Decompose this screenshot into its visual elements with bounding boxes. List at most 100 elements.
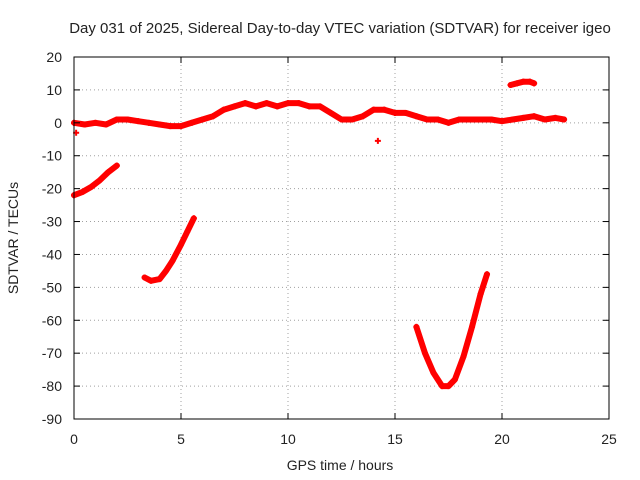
- series-arc-3: [413, 271, 491, 390]
- data-point: [135, 118, 142, 125]
- data-point: [285, 100, 291, 107]
- data-point: [513, 80, 520, 87]
- data-point: [317, 103, 324, 110]
- data-point: [531, 80, 538, 87]
- data-point: [499, 118, 505, 125]
- data-point: [184, 228, 191, 235]
- data-point: [81, 121, 88, 128]
- data-point: [520, 114, 527, 121]
- data-point: [477, 290, 484, 297]
- y-tick-label: -70: [42, 345, 62, 361]
- data-point: [124, 116, 131, 123]
- data-point: [156, 121, 163, 128]
- data-point: [561, 116, 568, 123]
- data-point: [210, 113, 217, 120]
- series-segment-4: [507, 78, 538, 88]
- data-point: [434, 116, 441, 123]
- data-point: [374, 137, 381, 144]
- x-tick-label: 20: [494, 431, 510, 447]
- data-point: [199, 116, 206, 123]
- data-point: [96, 177, 103, 184]
- data-point: [424, 116, 431, 123]
- data-point: [220, 106, 227, 113]
- y-tick-label: -30: [42, 214, 62, 230]
- data-point: [103, 121, 110, 128]
- data-point: [509, 116, 516, 123]
- data-point: [413, 323, 420, 330]
- x-tick-label: 0: [70, 431, 78, 447]
- y-tick-label: 0: [54, 115, 62, 131]
- data-point: [327, 109, 334, 116]
- data-point: [460, 353, 467, 360]
- data-point: [456, 116, 463, 123]
- data-point: [488, 116, 495, 123]
- data-point: [477, 116, 484, 123]
- x-tick-label: 5: [177, 431, 185, 447]
- data-point: [421, 350, 428, 357]
- data-point: [169, 258, 176, 265]
- series-line: [71, 162, 120, 199]
- data-point: [88, 183, 95, 190]
- series-arc-2: [141, 215, 197, 284]
- data-point: [156, 276, 163, 283]
- series-line: [141, 215, 197, 284]
- data-point: [231, 103, 238, 110]
- data-point: [167, 123, 174, 130]
- series-line: [413, 271, 490, 390]
- data-point: [349, 116, 356, 123]
- series-main-trace: [71, 100, 568, 130]
- data-point: [402, 109, 409, 116]
- data-point: [507, 81, 514, 88]
- data-point: [178, 241, 184, 248]
- series-layer: [71, 78, 568, 390]
- data-point: [359, 113, 366, 120]
- data-point: [338, 116, 345, 123]
- ticks: 0 5 10 15 20 25 -90 -80 -70 -60 -50 -40 -30 -20 -10 0 10…: [42, 49, 617, 447]
- y-tick-label: -60: [42, 312, 62, 328]
- data-point: [445, 383, 452, 390]
- x-tick-label: 15: [387, 431, 403, 447]
- data-point: [178, 123, 184, 130]
- data-point: [430, 369, 437, 376]
- data-point: [469, 323, 476, 330]
- y-axis-label: SDTVAR / TECUs: [5, 182, 21, 294]
- data-point: [531, 113, 538, 120]
- data-point: [263, 100, 270, 107]
- data-point: [484, 271, 491, 278]
- data-point: [451, 376, 458, 383]
- data-point: [145, 119, 152, 126]
- data-point: [113, 162, 120, 169]
- data-point: [552, 114, 559, 121]
- y-tick-label: -80: [42, 378, 62, 394]
- data-point: [274, 103, 281, 110]
- y-tick-label: -20: [42, 181, 62, 197]
- data-point: [439, 383, 446, 390]
- data-point: [295, 100, 302, 107]
- chart-title: Day 031 of 2025, Sidereal Day-to-day VTE…: [69, 20, 611, 37]
- data-point: [466, 116, 473, 123]
- plot-frame: [73, 56, 610, 420]
- data-point: [370, 106, 377, 113]
- y-tick-label: -40: [42, 246, 62, 262]
- data-point: [252, 103, 259, 110]
- y-tick-label: -50: [42, 279, 62, 295]
- data-point: [141, 274, 148, 281]
- data-point: [392, 109, 398, 116]
- y-tick-label: 20: [46, 49, 62, 65]
- x-tick-label: 10: [280, 431, 296, 447]
- data-point: [190, 215, 197, 222]
- data-point: [188, 119, 195, 126]
- data-point: [148, 277, 155, 284]
- data-point: [105, 169, 112, 176]
- data-point: [79, 188, 86, 195]
- data-point: [520, 78, 527, 85]
- data-point: [163, 267, 170, 274]
- series-point-5: [374, 137, 381, 144]
- x-tick-label: 25: [601, 431, 617, 447]
- data-point: [445, 119, 452, 126]
- data-point: [242, 100, 249, 107]
- x-axis-label: GPS time / hours: [287, 457, 394, 473]
- y-tick-label: -10: [42, 148, 62, 164]
- y-tick-label: -90: [42, 411, 62, 427]
